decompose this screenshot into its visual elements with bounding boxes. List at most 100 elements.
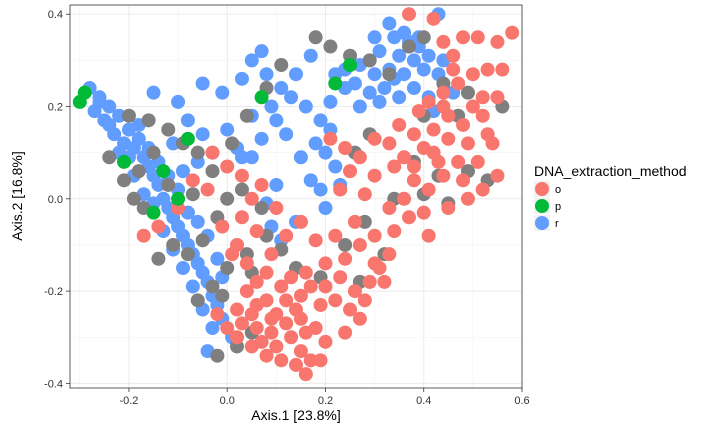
data-point <box>392 48 407 63</box>
data-point <box>338 325 353 340</box>
data-point <box>387 224 402 239</box>
data-point <box>185 173 200 188</box>
data-point <box>416 62 431 77</box>
x-tick-label: 0.4 <box>416 395 431 407</box>
data-point <box>436 168 451 183</box>
data-point <box>392 90 407 105</box>
data-point <box>171 94 186 109</box>
data-point <box>284 270 299 285</box>
data-point <box>382 67 397 82</box>
data-point <box>436 99 451 114</box>
data-point <box>303 353 318 368</box>
data-point <box>259 348 274 363</box>
y-tick-label: 0.2 <box>48 102 63 114</box>
data-point <box>244 53 259 68</box>
data-point <box>451 154 466 169</box>
data-point <box>382 247 397 262</box>
y-axis-title: Axis.2 [16.8%] <box>9 151 25 241</box>
data-point <box>215 85 230 100</box>
data-point <box>323 131 338 146</box>
data-point <box>234 71 249 86</box>
data-point <box>328 293 343 308</box>
data-point <box>406 81 421 96</box>
data-point <box>293 150 308 165</box>
legend-key-p <box>535 199 549 213</box>
data-point <box>411 104 426 119</box>
data-point <box>190 214 205 229</box>
data-point <box>318 145 333 160</box>
data-point <box>195 127 210 142</box>
data-point <box>146 85 161 100</box>
data-point <box>220 122 235 137</box>
data-point <box>215 219 230 234</box>
x-tick-label: -0.2 <box>119 395 138 407</box>
data-point <box>397 191 412 206</box>
data-point <box>402 210 416 225</box>
data-point <box>264 247 279 262</box>
data-point <box>387 30 402 45</box>
data-point <box>362 274 377 289</box>
y-axis-ticks: -0.4 -0.2 0.0 0.2 0.4 <box>44 9 70 390</box>
legend-entries: opr <box>534 181 561 231</box>
data-point <box>146 205 161 220</box>
data-point <box>269 177 284 192</box>
data-point <box>293 344 308 359</box>
data-point <box>456 173 471 188</box>
data-point <box>166 237 181 252</box>
data-point <box>436 85 451 100</box>
data-point <box>392 117 407 132</box>
data-point <box>465 67 480 82</box>
data-point <box>274 353 289 368</box>
data-point <box>367 30 382 45</box>
data-point <box>313 353 328 368</box>
data-point <box>298 325 313 340</box>
data-points <box>72 7 520 382</box>
legend-label-o: o <box>555 184 561 196</box>
data-point <box>210 251 225 266</box>
data-point <box>357 214 372 229</box>
data-point <box>210 348 225 363</box>
data-point <box>298 99 313 114</box>
data-point <box>254 44 269 59</box>
data-point <box>77 85 92 100</box>
data-point <box>475 182 490 197</box>
data-point <box>426 11 441 26</box>
data-point <box>234 210 249 225</box>
data-point <box>298 367 313 382</box>
data-point <box>289 67 303 82</box>
data-point <box>254 177 269 192</box>
data-point <box>382 136 397 151</box>
data-point <box>136 228 151 243</box>
data-point <box>117 173 132 188</box>
data-point <box>289 357 303 372</box>
data-point <box>436 34 451 49</box>
data-point <box>244 150 259 165</box>
y-tick-label: 0.4 <box>48 9 63 21</box>
data-point <box>362 53 377 68</box>
data-point <box>465 99 480 114</box>
data-point <box>220 321 235 336</box>
data-point <box>230 330 245 345</box>
data-point <box>323 39 338 54</box>
data-point <box>490 168 505 183</box>
data-point <box>210 307 225 322</box>
data-point <box>180 247 195 262</box>
data-point <box>151 251 166 266</box>
data-point <box>421 228 436 243</box>
data-point <box>289 302 303 317</box>
data-point <box>446 62 461 77</box>
data-point <box>470 30 485 45</box>
data-point <box>490 90 505 105</box>
data-point <box>313 113 328 128</box>
data-point <box>200 182 215 197</box>
data-point <box>176 261 190 276</box>
data-point <box>475 108 490 123</box>
data-point <box>176 164 190 179</box>
legend-label-r: r <box>555 218 559 230</box>
data-point <box>117 154 132 169</box>
data-point <box>264 325 279 340</box>
data-point <box>367 228 382 243</box>
data-point <box>328 76 343 91</box>
data-point <box>126 191 141 206</box>
data-point <box>141 113 156 128</box>
